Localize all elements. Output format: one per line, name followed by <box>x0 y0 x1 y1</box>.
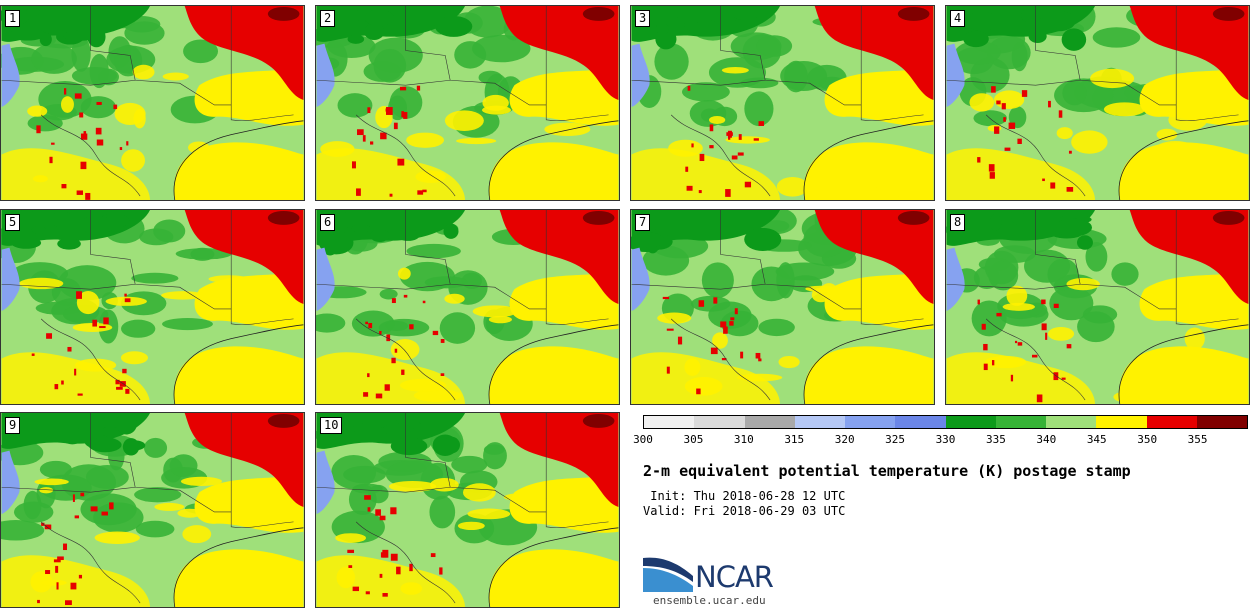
stamp-map-10 <box>316 413 619 607</box>
stamp-map-7 <box>631 210 934 404</box>
stamp-panel-6: 6 <box>315 209 620 405</box>
colorbar-tick-label: 305 <box>683 433 704 446</box>
colorbar-segment <box>845 416 896 428</box>
colorbar-tick-label: 300 <box>633 433 653 446</box>
ncar-swoosh-icon <box>643 557 693 592</box>
stamp-label-1: 1 <box>5 10 21 27</box>
valid-time: Valid: Fri 2018-06-29 03 UTC <box>643 504 846 518</box>
colorbar-tick-label: 325 <box>885 433 906 446</box>
colorbar-segment <box>744 416 795 428</box>
stamp-label-3: 3 <box>635 10 651 27</box>
stamp-label-4: 4 <box>950 10 966 27</box>
stamp-panel-9: 9 <box>0 412 305 608</box>
stamp-panel-10: 10 <box>315 412 620 608</box>
colorbar-ticks: 300 305 310 315 320 325 330 335 340 345 350 355 <box>633 433 1248 447</box>
stamp-panel-3: 3 <box>630 5 935 201</box>
colorbar-segment <box>895 416 946 428</box>
logo-url: ensemble.ucar.edu <box>653 594 766 607</box>
stamp-panel-2: 2 <box>315 5 620 201</box>
colorbar-tick-label: 320 <box>834 433 855 446</box>
colorbar-tick-label: 350 <box>1137 433 1158 446</box>
colorbar-tick-label: 330 <box>935 433 956 446</box>
colorbar-segment <box>794 416 845 428</box>
stamp-label-7: 7 <box>635 214 651 231</box>
stamp-label-10: 10 <box>320 417 343 434</box>
stamp-panel-1: 1 <box>0 5 305 201</box>
stamp-map-8 <box>946 210 1249 404</box>
colorbar-tick-label: 310 <box>733 433 754 446</box>
stamp-panel-8: 8 <box>945 209 1250 405</box>
colorbar-segment <box>1196 416 1247 428</box>
stamp-label-9: 9 <box>5 417 21 434</box>
stamp-panel-5: 5 <box>0 209 305 405</box>
stamp-map-1 <box>1 6 304 200</box>
colorbar-tick-label: 355 <box>1187 433 1208 446</box>
colorbar-segment <box>694 416 745 428</box>
stamp-panel-4: 4 <box>945 5 1250 201</box>
stamp-label-5: 5 <box>5 214 21 231</box>
colorbar-segment <box>945 416 996 428</box>
colorbar-segment <box>1046 416 1097 428</box>
init-time: Init: Thu 2018-06-28 12 UTC <box>643 489 846 503</box>
logo-wordmark: NCAR <box>695 560 774 594</box>
colorbar-segment <box>995 416 1046 428</box>
colorbar-segment <box>1146 416 1197 428</box>
colorbar-tick-label: 315 <box>784 433 805 446</box>
stamp-label-2: 2 <box>320 10 336 27</box>
ncar-logo: NCAR ensemble.ucar.edu <box>643 552 803 608</box>
stamp-label-6: 6 <box>320 214 336 231</box>
stamp-map-4 <box>946 6 1249 200</box>
stamp-panel-7: 7 <box>630 209 935 405</box>
stamp-map-9 <box>1 413 304 607</box>
stamp-label-8: 8 <box>950 214 966 231</box>
colorbar-segment <box>1096 416 1147 428</box>
product-title: 2-m equivalent potential temperature (K)… <box>643 462 1131 480</box>
colorbar <box>643 415 1248 429</box>
colorbar-tick-label: 345 <box>1086 433 1107 446</box>
stamp-map-6 <box>316 210 619 404</box>
stamp-map-5 <box>1 210 304 404</box>
colorbar-segment <box>644 416 695 428</box>
colorbar-tick-label: 335 <box>985 433 1006 446</box>
colorbar-tick-label: 340 <box>1036 433 1057 446</box>
stamp-map-2 <box>316 6 619 200</box>
stamp-map-3 <box>631 6 934 200</box>
